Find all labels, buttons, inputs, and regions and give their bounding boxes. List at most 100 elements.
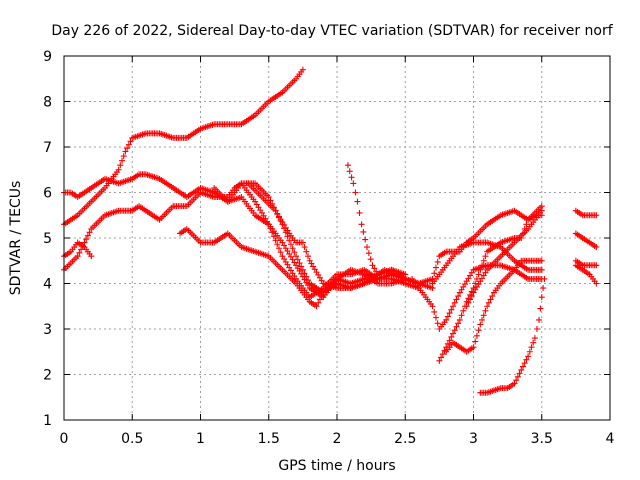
data-point (299, 239, 306, 246)
x-tick-label: 1 (196, 431, 205, 447)
plot-frame (63, 55, 611, 421)
data-point (472, 338, 479, 345)
data-point (76, 249, 83, 256)
data-point (453, 323, 460, 330)
data-point (436, 357, 443, 364)
data-point (533, 326, 540, 332)
series-track-q (572, 230, 600, 251)
series-track-a (61, 66, 306, 228)
data-point (362, 236, 369, 243)
x-tick-label: 3.5 (531, 431, 553, 447)
data-point (299, 66, 306, 73)
y-tick-label: 3 (43, 322, 52, 338)
data-point (482, 307, 489, 314)
data-point (365, 250, 372, 257)
x-tick-label: 0.5 (121, 431, 143, 447)
data-point (523, 356, 530, 363)
y-tick-label: 8 (43, 95, 52, 111)
data-point (460, 307, 467, 314)
data-point (516, 370, 523, 377)
data-point (304, 253, 311, 260)
y-tick-label: 9 (43, 49, 52, 65)
data-point (450, 330, 457, 337)
data-point (446, 337, 453, 344)
x-tick-label: 0 (60, 431, 69, 447)
data-point (523, 221, 530, 228)
data-point (489, 293, 496, 300)
data-point (431, 308, 438, 315)
data-point (450, 303, 457, 310)
x-tick-label: 3 (469, 431, 478, 447)
data-point (298, 263, 305, 270)
data-point (528, 344, 535, 351)
data-point (473, 275, 480, 282)
data-point (127, 138, 134, 145)
data-point (434, 320, 441, 327)
data-point (267, 197, 274, 204)
data-point (521, 360, 528, 367)
y-tick-label: 6 (43, 186, 52, 202)
data-point (593, 280, 600, 287)
data-marks (61, 66, 600, 396)
y-tick-label: 2 (43, 368, 52, 384)
data-point (356, 209, 363, 216)
series-track-d (61, 239, 95, 260)
data-point (593, 212, 600, 219)
data-point (444, 340, 451, 347)
series-track-f (211, 184, 409, 301)
data-point (124, 145, 131, 152)
data-point (120, 153, 127, 160)
data-point (115, 166, 122, 173)
data-point (303, 248, 310, 255)
data-point (350, 180, 357, 187)
y-tick-label: 5 (43, 231, 52, 247)
data-point (364, 244, 371, 251)
data-point (272, 237, 279, 244)
y-tick-label: 1 (43, 413, 52, 429)
data-point (453, 296, 460, 303)
data-point (468, 293, 475, 300)
data-point (451, 327, 458, 334)
data-point (367, 256, 374, 263)
data-point (463, 303, 470, 310)
data-point (299, 266, 306, 273)
data-point (480, 257, 487, 264)
data-point (538, 294, 545, 301)
series-track-n (463, 207, 545, 310)
data-point (315, 299, 322, 306)
data-point (354, 198, 361, 205)
y-tick-label: 7 (43, 140, 52, 156)
data-point (346, 168, 353, 175)
data-point (536, 316, 543, 323)
y-tick-labels: 1 2 3 4 5 6 7 8 9 (43, 49, 52, 429)
data-point (538, 257, 545, 264)
series-track-j (409, 262, 545, 332)
data-point (446, 310, 453, 317)
data-point (358, 221, 365, 228)
data-point (473, 332, 480, 339)
series-track-h (344, 162, 395, 278)
data-point (117, 162, 124, 169)
data-point (514, 373, 521, 380)
data-point (429, 303, 436, 310)
data-point (451, 299, 458, 306)
data-point (431, 270, 438, 277)
data-point (482, 253, 489, 260)
data-point (301, 244, 308, 251)
x-tick-label: 4 (606, 431, 615, 447)
data-point (485, 299, 492, 306)
data-point (88, 253, 95, 260)
data-point (84, 232, 91, 239)
data-point (388, 271, 395, 278)
data-point (519, 363, 526, 370)
data-point (74, 253, 81, 260)
data-point (438, 354, 445, 361)
data-point (369, 262, 376, 269)
x-tick-label: 2.5 (394, 431, 416, 447)
data-point (122, 148, 129, 155)
data-point (265, 194, 272, 201)
grid (64, 56, 610, 420)
data-point (477, 321, 484, 328)
data-point (470, 344, 477, 351)
data-point (467, 296, 474, 303)
